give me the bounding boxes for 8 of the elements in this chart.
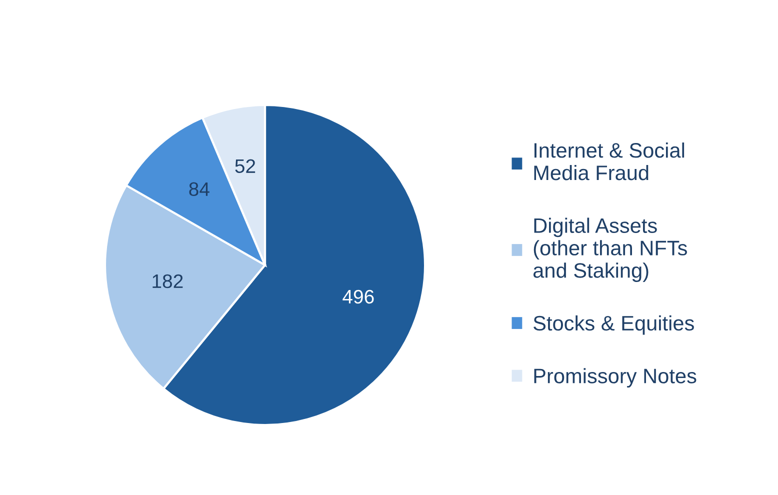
legend-label: Internet & Social Media Fraud xyxy=(534,142,684,180)
legend-label: Promissory Notes xyxy=(534,368,696,388)
legend-label: Stocks & Equities xyxy=(534,315,694,335)
data-label: 84 xyxy=(189,182,210,196)
data-label: 496 xyxy=(342,290,374,304)
data-label: 52 xyxy=(235,159,256,174)
legend-label: Digital Assets (other than NFTs and Staking) xyxy=(533,218,687,282)
data-label: 182 xyxy=(152,274,183,288)
